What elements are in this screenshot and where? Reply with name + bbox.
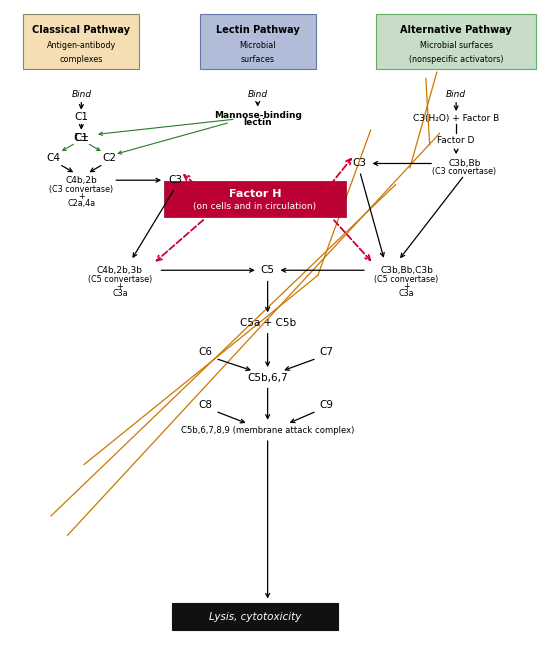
- Text: Alternative Pathway: Alternative Pathway: [401, 25, 512, 35]
- FancyBboxPatch shape: [172, 603, 337, 630]
- Text: C5b,6,7,8,9 (membrane attack complex): C5b,6,7,8,9 (membrane attack complex): [181, 426, 355, 435]
- Text: Factor D: Factor D: [438, 136, 475, 145]
- Text: C2: C2: [102, 152, 116, 163]
- Text: C3b,Bb: C3b,Bb: [448, 159, 481, 168]
- Text: surfaces: surfaces: [240, 55, 275, 64]
- Text: C̅±: C̅±: [73, 132, 89, 143]
- Text: C3a: C3a: [399, 289, 414, 298]
- Text: +: +: [78, 192, 85, 201]
- FancyBboxPatch shape: [23, 14, 139, 69]
- Text: C1: C1: [74, 132, 88, 143]
- FancyBboxPatch shape: [164, 182, 346, 217]
- Text: (C3 convertase): (C3 convertase): [432, 167, 496, 176]
- Text: Microbial: Microbial: [239, 41, 276, 50]
- Text: C3b,Bb,C3b: C3b,Bb,C3b: [380, 266, 433, 275]
- Text: complexes: complexes: [60, 55, 103, 64]
- Text: Classical Pathway: Classical Pathway: [32, 25, 130, 35]
- Text: C5a + C5b: C5a + C5b: [239, 318, 296, 328]
- Text: (C3 convertase): (C3 convertase): [49, 185, 114, 194]
- Text: C4b,2b,3b: C4b,2b,3b: [97, 266, 143, 275]
- Text: C5: C5: [260, 266, 275, 275]
- Text: (C5 convertase): (C5 convertase): [88, 275, 152, 284]
- Text: C6: C6: [198, 347, 212, 357]
- Text: +: +: [116, 282, 123, 291]
- Text: Bind: Bind: [71, 90, 91, 99]
- Text: Antigen-antibody: Antigen-antibody: [47, 41, 116, 50]
- Text: C3a: C3a: [112, 289, 128, 298]
- Text: Microbial surfaces: Microbial surfaces: [419, 41, 493, 50]
- Text: C1: C1: [74, 112, 88, 122]
- Text: C2a,4a: C2a,4a: [67, 199, 95, 208]
- Text: +: +: [403, 282, 410, 291]
- Text: C3: C3: [168, 175, 182, 185]
- Text: C8: C8: [198, 400, 212, 410]
- FancyBboxPatch shape: [376, 14, 536, 69]
- Text: C3: C3: [353, 158, 367, 169]
- Text: Bind: Bind: [446, 90, 466, 99]
- Text: (on cells and in circulation): (on cells and in circulation): [193, 202, 316, 211]
- Text: Factor H: Factor H: [229, 189, 281, 199]
- Text: C7: C7: [320, 347, 334, 357]
- Text: C9: C9: [320, 400, 334, 410]
- Text: Mannose-binding: Mannose-binding: [214, 111, 301, 120]
- Text: Bind: Bind: [248, 90, 268, 99]
- Text: lectin: lectin: [243, 118, 272, 127]
- Text: C3(H₂O) + Factor B: C3(H₂O) + Factor B: [413, 114, 499, 123]
- Text: Lectin Pathway: Lectin Pathway: [216, 25, 300, 35]
- Text: (C5 convertase): (C5 convertase): [375, 275, 439, 284]
- Text: (nonspecific activators): (nonspecific activators): [409, 55, 504, 64]
- Text: Lysis, cytotoxicity: Lysis, cytotoxicity: [209, 612, 301, 622]
- FancyBboxPatch shape: [200, 14, 316, 69]
- Text: C4: C4: [47, 152, 61, 163]
- Text: C4b,2b: C4b,2b: [65, 176, 97, 185]
- Text: C5b,6,7: C5b,6,7: [247, 373, 288, 382]
